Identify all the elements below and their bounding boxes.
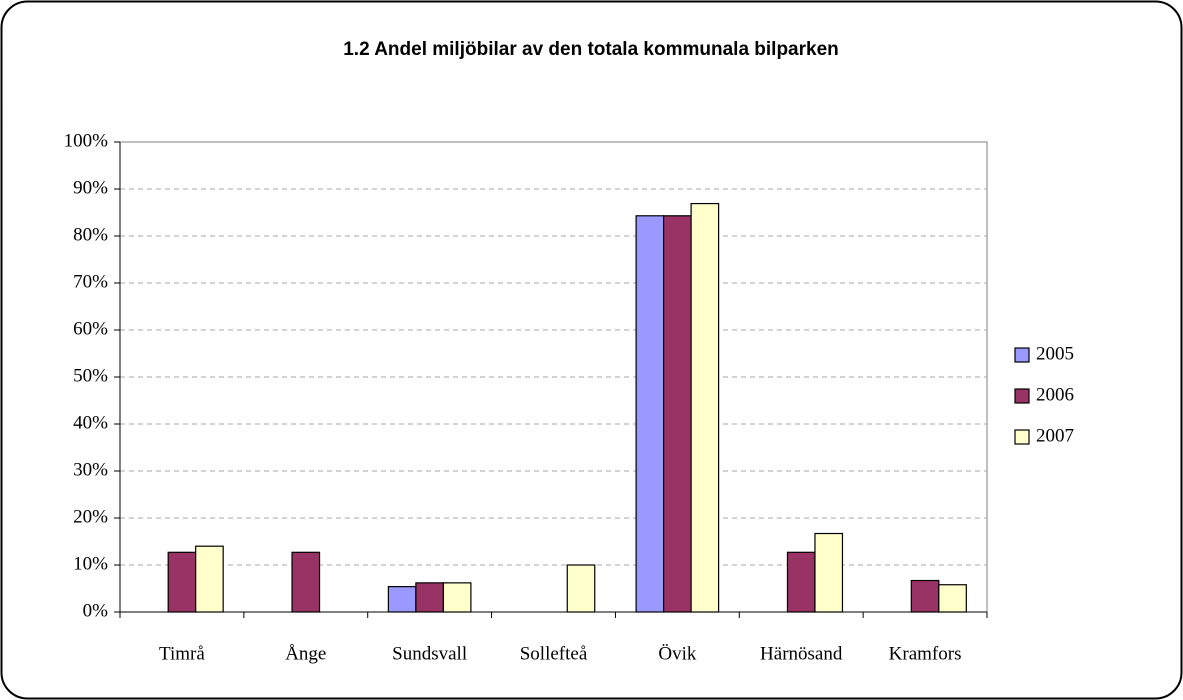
y-tick-label: 50% (73, 365, 108, 386)
bar (415, 582, 444, 613)
y-tick-label: 90% (73, 177, 108, 198)
x-tick-label: Sundsvall (392, 643, 467, 664)
x-tick-label: Härnösand (760, 643, 843, 664)
bar (566, 564, 596, 613)
bar (167, 551, 197, 613)
bar (291, 551, 321, 613)
legend-label: 2006 (1036, 384, 1074, 405)
y-tick-label: 10% (73, 553, 108, 574)
bar (814, 532, 844, 613)
bar (938, 584, 967, 613)
legend-label: 2007 (1036, 425, 1074, 446)
x-tick-label: Timrå (159, 643, 205, 664)
bar (786, 551, 816, 613)
bar (690, 202, 720, 613)
bar (387, 586, 417, 613)
legend-swatch (1014, 347, 1030, 363)
bar (442, 582, 472, 613)
x-tick-label: Kramfors (889, 643, 962, 664)
bar (195, 545, 224, 613)
y-tick-label: 30% (73, 459, 108, 480)
legend-label: 2005 (1036, 343, 1074, 364)
bar (663, 215, 692, 613)
y-tick-label: 100% (64, 130, 109, 151)
y-tick-label: 70% (73, 271, 108, 292)
x-tick-label: Övik (658, 643, 697, 664)
y-tick-label: 20% (73, 506, 108, 527)
y-tick-label: 60% (73, 318, 108, 339)
bar (635, 215, 665, 613)
bar (910, 579, 940, 613)
y-tick-label: 80% (73, 224, 108, 245)
chart-title: 1.2 Andel miljöbilar av den totala kommu… (343, 39, 839, 60)
legend-swatch (1014, 429, 1030, 445)
x-tick-label: Ånge (285, 643, 326, 664)
x-tick-label: Sollefteå (520, 643, 588, 664)
y-tick-label: 40% (73, 412, 108, 433)
legend-swatch (1014, 388, 1030, 404)
y-tick-label: 0% (83, 600, 109, 621)
